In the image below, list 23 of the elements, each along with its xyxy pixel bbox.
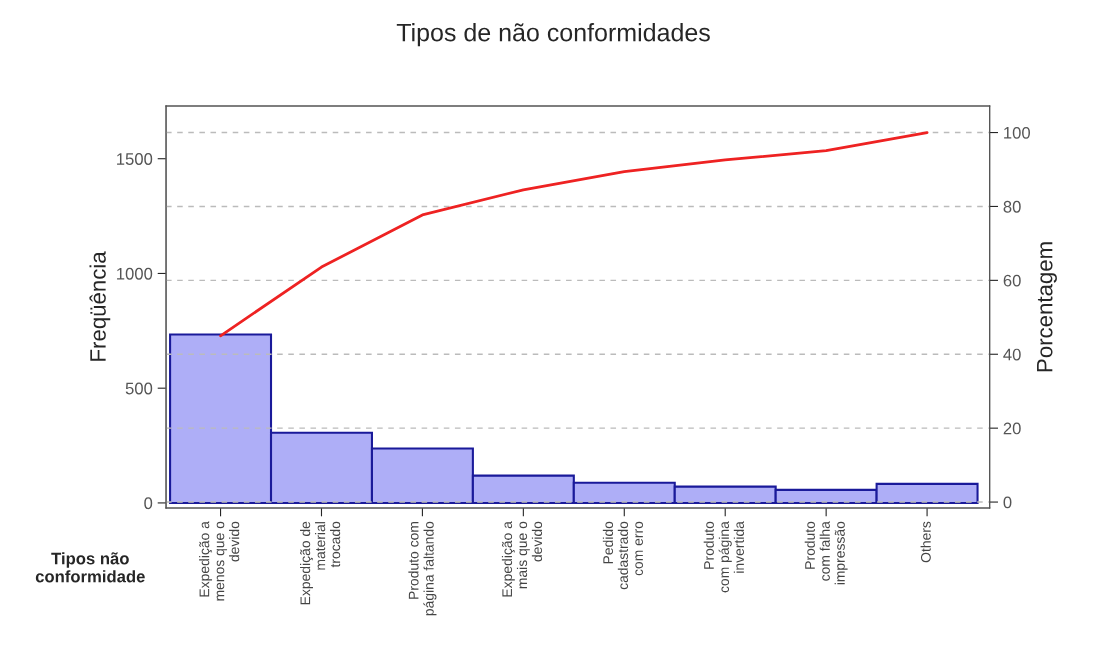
x-tick-label: Expedição a mais que o devido bbox=[501, 521, 543, 597]
x-tick-label: Produto com falha impressão bbox=[804, 521, 848, 585]
y2-tick-label: 60 bbox=[1003, 274, 1021, 287]
x-axis-title: Tipos não conformidade bbox=[35, 552, 145, 583]
x-tick-label: Pedido cadastrado com erro bbox=[602, 521, 643, 590]
x-tick-label: Others bbox=[920, 521, 931, 563]
chart-title: Tipos de não conformidades bbox=[396, 23, 710, 47]
x-tick-label: Expedição de material trocado bbox=[300, 521, 341, 605]
x-tick-label: Produto com página invertida bbox=[703, 521, 744, 593]
y-tick-label: 1000 bbox=[117, 267, 153, 280]
y-tick-label: 0 bbox=[144, 497, 153, 510]
y-tick-label: 500 bbox=[125, 382, 153, 395]
y2-tick-label: 0 bbox=[1003, 496, 1012, 509]
line-series bbox=[219, 131, 929, 338]
y2-tick-label: 40 bbox=[1003, 348, 1021, 361]
x-tick-label: Produto com página faltando bbox=[408, 521, 437, 616]
y-axis-title: Freqüência bbox=[89, 251, 111, 361]
y2-tick-label: 20 bbox=[1003, 422, 1021, 435]
y-tick-label: 1500 bbox=[117, 153, 153, 165]
y2-axis-title: Porcentagem bbox=[1037, 242, 1057, 372]
x-tick-label: Expedição a menos que o devido bbox=[199, 521, 240, 601]
y2-tick-label: 80 bbox=[1003, 200, 1021, 213]
y2-tick-label: 100 bbox=[1004, 126, 1031, 139]
